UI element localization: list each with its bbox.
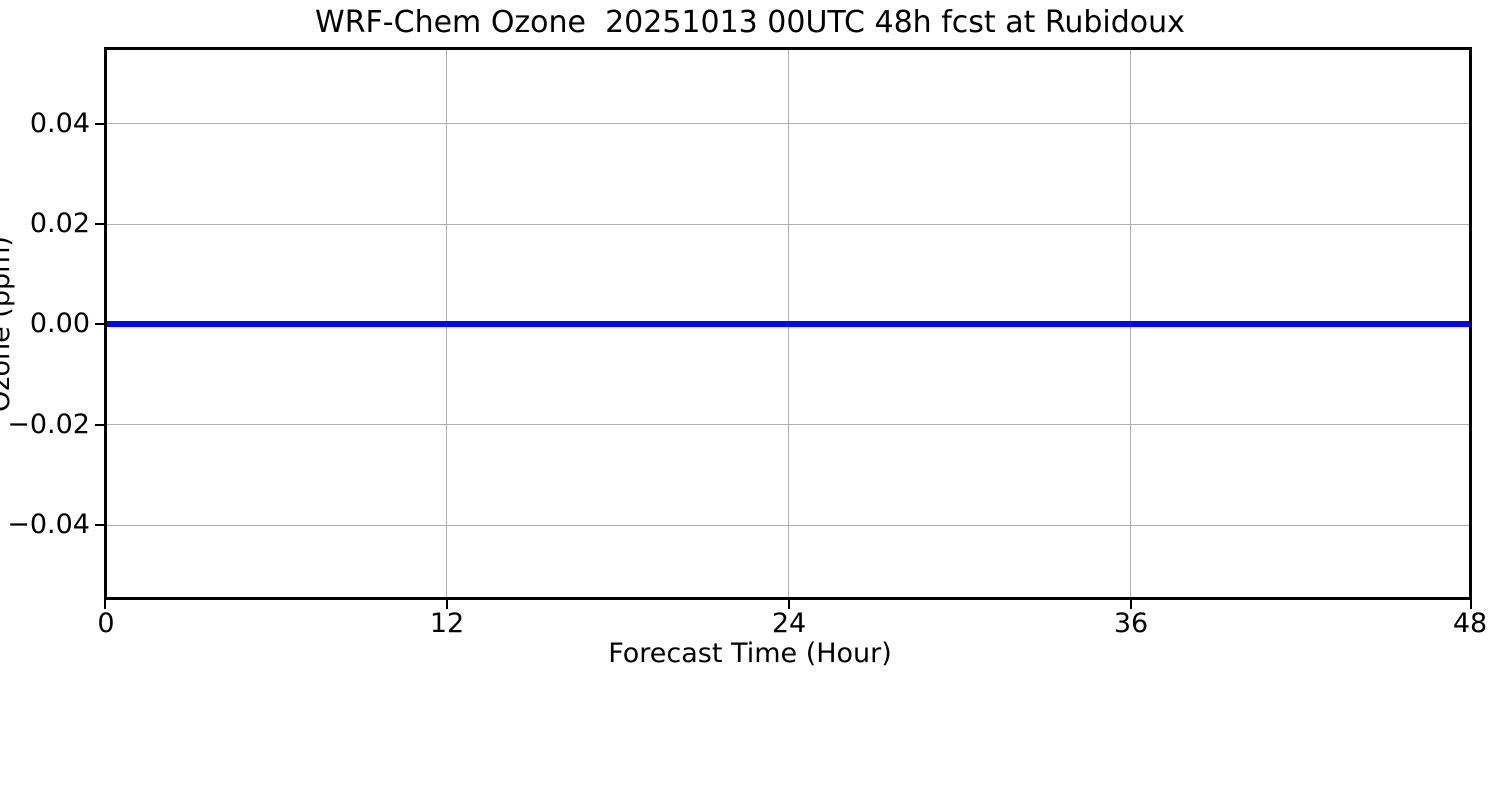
- gridline-horizontal-0.04: [107, 123, 1469, 124]
- y-tick-label-0.00: 0.00: [29, 308, 90, 339]
- x-tick-mark-12: [446, 600, 448, 609]
- y-tick-label--0.02: −0.02: [7, 409, 90, 440]
- x-tick-mark-0: [104, 600, 106, 609]
- y-tick-mark-0.02: [95, 223, 104, 225]
- x-tick-label-36: 36: [1113, 608, 1149, 639]
- x-axis-label: Forecast Time (Hour): [608, 638, 892, 669]
- y-tick-label-0.02: 0.02: [29, 208, 90, 239]
- gridline-horizontal--0.02: [107, 424, 1469, 425]
- x-tick-label-12: 12: [429, 608, 465, 639]
- x-tick-mark-36: [1130, 600, 1132, 609]
- y-tick-label-0.04: 0.04: [29, 108, 90, 139]
- x-tick-label-0: 0: [97, 608, 115, 639]
- chart-title: WRF-Chem Ozone 20251013 00UTC 48h fcst a…: [315, 5, 1185, 40]
- series-layer: [107, 50, 1469, 597]
- y-tick-mark--0.02: [95, 424, 104, 426]
- data-line-wrf-chem-ozone: [107, 321, 1469, 327]
- x-tick-mark-24: [788, 600, 790, 609]
- y-tick-label--0.04: −0.04: [7, 509, 90, 540]
- x-tick-label-24: 24: [771, 608, 807, 639]
- y-tick-mark-0.00: [95, 323, 104, 325]
- plot-area: [104, 47, 1472, 600]
- y-tick-mark--0.04: [95, 524, 104, 526]
- y-tick-mark-0.04: [95, 123, 104, 125]
- y-axis-label-container: Ozone (ppm): [0, 47, 18, 600]
- x-tick-mark-48: [1470, 600, 1472, 609]
- y-axis-label: Ozone (ppm): [0, 235, 16, 412]
- gridline-horizontal--0.04: [107, 525, 1469, 526]
- x-tick-label-48: 48: [1452, 608, 1488, 639]
- gridline-horizontal-0.02: [107, 224, 1469, 225]
